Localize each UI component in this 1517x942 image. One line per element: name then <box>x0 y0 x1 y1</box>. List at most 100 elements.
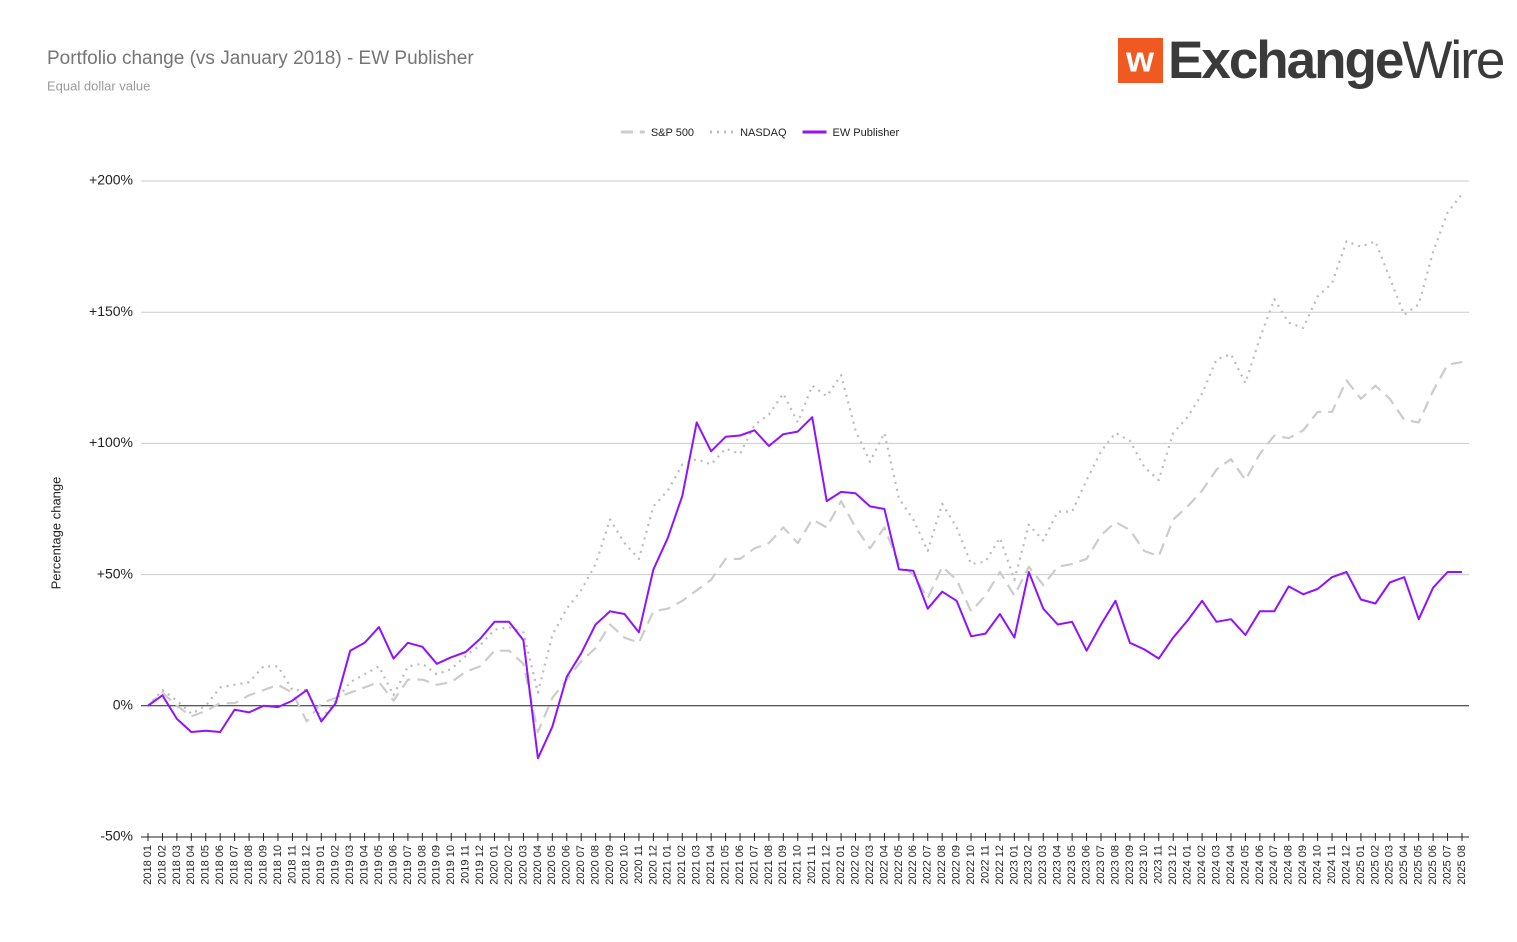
x-tick-label: 2021 09 <box>777 845 789 885</box>
x-tick-label: 2024 04 <box>1225 845 1237 885</box>
x-tick-label: 2022 03 <box>864 845 876 885</box>
x-tick-label: 2019 01 <box>315 845 327 885</box>
x-tick-label: 2024 11 <box>1326 845 1338 884</box>
legend-label: S&P 500 <box>651 127 694 139</box>
x-tick-label: 2023 10 <box>1138 845 1150 885</box>
x-tick-label: 2022 04 <box>878 845 890 885</box>
x-tick-label: 2020 02 <box>503 845 515 885</box>
x-tick-label: 2022 01 <box>835 845 847 885</box>
x-tick-label: 2021 03 <box>691 845 703 885</box>
x-tick-label: 2020 04 <box>532 845 544 885</box>
y-tick-label: 0% <box>113 697 133 713</box>
logo-text-bold: Exchange <box>1168 31 1403 90</box>
x-tick-label: 2018 01 <box>142 845 154 885</box>
x-tick-label: 2019 06 <box>387 845 399 885</box>
x-tick-label: 2025 02 <box>1369 845 1381 885</box>
x-tick-label: 2021 07 <box>748 845 760 885</box>
x-tick-label: 2018 09 <box>257 845 269 885</box>
y-tick-label: -50% <box>100 828 133 844</box>
y-axis-label: Percentage change <box>48 477 63 590</box>
x-tick-label: 2025 01 <box>1355 845 1367 885</box>
x-tick-label: 2024 08 <box>1283 845 1295 885</box>
x-tick-label: 2022 05 <box>893 845 905 885</box>
x-tick-label: 2020 07 <box>575 845 587 885</box>
x-tick-label: 2020 05 <box>546 845 558 885</box>
logo-text-light: Wire <box>1402 31 1503 90</box>
x-tick-label: 2024 10 <box>1312 845 1324 885</box>
x-tick-label: 2024 01 <box>1182 845 1194 885</box>
x-tick-label: 2018 11 <box>286 845 298 884</box>
x-tick-label: 2021 08 <box>763 845 775 885</box>
x-tick-label: 2024 09 <box>1297 845 1309 885</box>
x-tick-label: 2020 06 <box>561 845 573 885</box>
chart-subtitle: Equal dollar value <box>47 78 150 93</box>
x-tick-label: 2025 07 <box>1441 845 1453 885</box>
x-tick-label: 2023 06 <box>1080 845 1092 885</box>
x-tick-label: 2019 09 <box>431 845 443 885</box>
x-tick-label: 2023 07 <box>1095 845 1107 885</box>
x-tick-label: 2025 05 <box>1413 845 1425 885</box>
y-tick-label: +50% <box>97 565 133 581</box>
x-tick-label: 2020 08 <box>590 845 602 885</box>
x-tick-label: 2019 04 <box>358 845 370 885</box>
y-tick-label: +150% <box>89 303 133 319</box>
x-tick-label: 2023 11 <box>1153 845 1165 884</box>
x-tick-label: 2021 05 <box>719 845 731 885</box>
x-tick-label: 2023 04 <box>1052 845 1064 885</box>
x-tick-label: 2019 07 <box>402 845 414 885</box>
series-line <box>147 193 1463 720</box>
x-tick-label: 2024 07 <box>1268 845 1280 885</box>
x-tick-label: 2021 04 <box>705 845 717 885</box>
x-tick-label: 2024 06 <box>1254 845 1266 885</box>
x-tick-label: 2018 12 <box>301 845 313 885</box>
x-tick-label: 2023 12 <box>1167 845 1179 885</box>
logo-icon-bg <box>1118 38 1163 83</box>
x-tick-label: 2025 03 <box>1384 845 1396 885</box>
x-tick-label: 2025 04 <box>1398 845 1410 885</box>
x-tick-label: 2021 10 <box>792 845 804 885</box>
x-tick-label: 2022 07 <box>922 845 934 885</box>
chart-title: Portfolio change (vs January 2018) - EW … <box>47 48 474 69</box>
x-tick-label: 2021 01 <box>662 845 674 885</box>
x-tick-label: 2018 07 <box>229 845 241 885</box>
x-tick-label: 2020 10 <box>618 845 630 885</box>
x-tick-label: 2021 11 <box>806 845 818 884</box>
x-tick-label: 2018 08 <box>243 845 255 885</box>
logo-icon: w <box>1125 39 1155 80</box>
x-tick-label: 2024 03 <box>1210 845 1222 885</box>
logo-text: ExchangeWire <box>1168 31 1504 90</box>
series-line <box>147 361 1463 734</box>
x-tick-label: 2024 12 <box>1340 845 1352 885</box>
x-tick-label: 2025 08 <box>1456 845 1468 885</box>
x-tick-label: 2025 06 <box>1427 845 1439 885</box>
x-tick-label: 2019 11 <box>460 845 472 884</box>
x-tick-label: 2020 12 <box>647 845 659 885</box>
x-tick-label: 2023 03 <box>1037 845 1049 885</box>
legend-label: NASDAQ <box>740 127 787 139</box>
x-tick-label: 2024 02 <box>1196 845 1208 885</box>
x-tick-label: 2021 02 <box>676 845 688 885</box>
x-tick-label: 2019 08 <box>416 845 428 885</box>
x-tick-label: 2020 09 <box>604 845 616 885</box>
x-tick-label: 2022 06 <box>907 845 919 885</box>
x-tick-label: 2018 05 <box>200 845 212 885</box>
x-tick-label: 2019 12 <box>474 845 486 885</box>
x-tick-label: 2023 09 <box>1124 845 1136 885</box>
x-tick-label: 2022 02 <box>849 845 861 885</box>
x-tick-label: 2019 02 <box>330 845 342 885</box>
x-tick-label: 2023 05 <box>1066 845 1078 885</box>
y-tick-label: +100% <box>89 434 133 450</box>
x-tick-label: 2018 10 <box>272 845 284 885</box>
legend-label: EW Publisher <box>833 127 900 139</box>
x-tick-label: 2018 04 <box>185 845 197 885</box>
x-tick-label: 2018 02 <box>156 845 168 885</box>
x-tick-label: 2023 01 <box>1008 845 1020 885</box>
x-tick-label: 2018 03 <box>171 845 183 885</box>
x-tick-label: 2022 09 <box>951 845 963 885</box>
x-tick-label: 2020 01 <box>488 845 500 885</box>
x-tick-label: 2019 10 <box>445 845 457 885</box>
x-tick-label: 2022 10 <box>965 845 977 885</box>
x-tick-label: 2020 03 <box>517 845 529 885</box>
x-tick-label: 2019 05 <box>373 845 385 885</box>
